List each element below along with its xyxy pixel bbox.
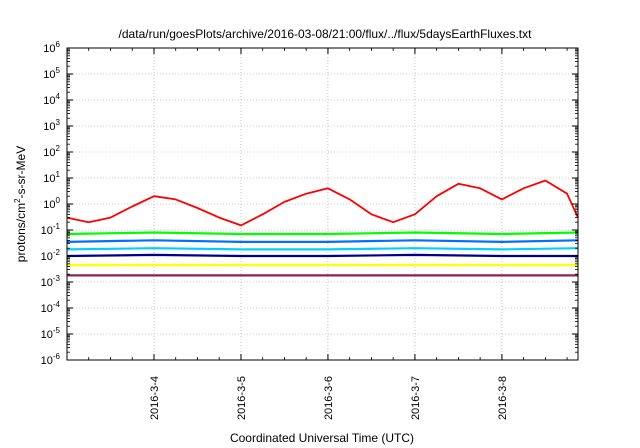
series-line-4	[66, 247, 579, 251]
y-tick-exponent: 1	[56, 170, 61, 179]
y-tick-label: 106	[43, 40, 60, 55]
y-tick-label: 101	[43, 170, 60, 185]
y-tick-label: 10-1	[41, 222, 61, 237]
y-tick-labels: 10610510410310210110010-110-210-310-410-…	[41, 40, 61, 367]
x-tick-label: 2016-3-5	[236, 376, 248, 420]
series-line-1	[66, 179, 579, 227]
y-tick-label: 10-6	[41, 352, 61, 367]
y-tick-label: 10-3	[41, 274, 61, 289]
y-tick-base: 10	[43, 69, 55, 81]
y-tick-label: 104	[43, 92, 60, 107]
axis-ticks	[66, 47, 578, 361]
y-axis-label-main: protons/cm	[14, 203, 28, 262]
y-tick-base: 10	[43, 199, 55, 211]
y-tick-label: 10-2	[41, 248, 61, 263]
y-tick-base: 10	[43, 43, 55, 55]
y-tick-base: 10	[41, 329, 53, 341]
y-tick-exponent: 3	[56, 118, 61, 127]
y-tick-exponent: 2	[56, 144, 61, 153]
y-tick-exponent: -2	[53, 248, 61, 257]
series-layer	[66, 179, 579, 277]
y-tick-exponent: 6	[56, 40, 61, 49]
y-tick-label: 100	[43, 196, 60, 211]
series-line-5	[66, 253, 578, 258]
y-tick-label: 102	[43, 144, 60, 159]
y-tick-exponent: 4	[56, 92, 61, 101]
y-axis-label-sup: 2	[13, 198, 22, 203]
y-tick-exponent: -3	[53, 274, 61, 283]
y-tick-label: 10-4	[41, 300, 61, 315]
y-tick-exponent: -4	[53, 300, 61, 309]
y-tick-base: 10	[41, 225, 53, 237]
y-tick-base: 10	[41, 277, 53, 289]
y-tick-exponent: -5	[53, 326, 61, 335]
x-tick-labels: 2016-3-4 2016-3-5 2016-3-6 2016-3-7 2016-3-8	[149, 376, 509, 420]
y-tick-base: 10	[43, 121, 55, 133]
x-axis-label: Coordinated Universal Time (UTC)	[230, 431, 414, 445]
x-tick-label: 2016-3-7	[410, 376, 422, 420]
y-tick-base: 10	[41, 303, 53, 315]
x-tick-label: 2016-3-4	[149, 376, 161, 420]
series-line-3	[66, 239, 579, 243]
y-tick-exponent: -6	[53, 352, 61, 361]
y-tick-label: 105	[43, 66, 60, 81]
chart-title: /data/run/goesPlots/archive/2016-03-08/2…	[119, 27, 533, 41]
x-tick-label: 2016-3-6	[323, 376, 335, 420]
y-tick-label: 10-5	[41, 326, 61, 341]
y-axis-label-rest: -s-sr-MeV	[14, 146, 28, 199]
y-tick-base: 10	[43, 147, 55, 159]
y-tick-base: 10	[41, 251, 53, 263]
y-tick-base: 10	[43, 95, 55, 107]
y-tick-exponent: 5	[56, 66, 61, 75]
y-tick-label: 103	[43, 118, 60, 133]
y-tick-exponent: 0	[56, 196, 61, 205]
y-axis-label: protons/cm2-s-sr-MeV	[13, 146, 28, 262]
y-tick-base: 10	[41, 355, 53, 367]
y-tick-base: 10	[43, 173, 55, 185]
x-tick-label: 2016-3-8	[497, 376, 509, 420]
series-line-2	[66, 231, 579, 236]
y-tick-exponent: -1	[53, 222, 61, 231]
grid-lines	[67, 48, 578, 360]
